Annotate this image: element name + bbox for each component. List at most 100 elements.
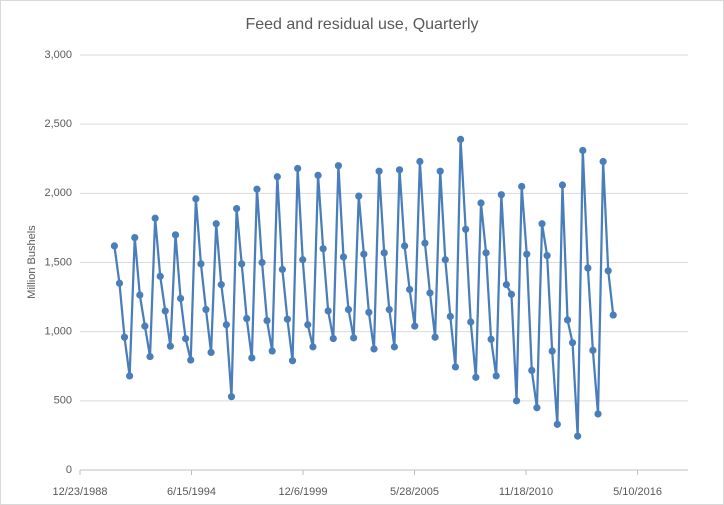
data-point [594, 410, 602, 418]
data-point [141, 322, 149, 330]
data-point [421, 239, 429, 247]
data-point [482, 249, 490, 257]
data-point [553, 420, 561, 428]
data-point [543, 251, 551, 260]
y-tick-label: 500 [54, 395, 72, 407]
data-point [278, 265, 286, 274]
chart-title: Feed and residual use, Quarterly [245, 16, 478, 33]
data-point [202, 305, 210, 314]
data-point [126, 372, 134, 380]
data-point [334, 162, 343, 170]
data-point [456, 135, 465, 143]
data-point [589, 346, 597, 354]
data-point [146, 352, 154, 361]
data-point [609, 311, 617, 319]
data-point [187, 356, 195, 364]
data-point [558, 181, 567, 189]
data-point [131, 234, 139, 242]
data-point [344, 305, 353, 314]
data-point [568, 339, 577, 347]
data-point [416, 157, 424, 166]
data-point [385, 305, 393, 314]
x-tick-label: 6/15/1994 [167, 486, 216, 498]
data-point [248, 354, 256, 362]
data-point [156, 272, 164, 280]
data-point [233, 204, 241, 213]
data-point [212, 220, 220, 228]
data-point [436, 167, 444, 175]
data-point [431, 333, 439, 341]
data-point [161, 307, 169, 315]
data-point [451, 363, 460, 371]
data-point [477, 199, 485, 207]
data-point [324, 307, 332, 315]
data-point [380, 249, 388, 257]
data-point [166, 342, 174, 350]
data-point [339, 253, 348, 261]
data-point [197, 260, 205, 268]
data-point [288, 357, 297, 365]
data-point [512, 397, 521, 405]
data-point [171, 231, 180, 239]
data-point [181, 334, 190, 343]
data-point [579, 146, 587, 155]
data-point [350, 334, 358, 342]
data-point [319, 245, 327, 253]
data-point [253, 185, 261, 193]
data-point [258, 258, 266, 267]
data-point [115, 279, 124, 287]
data-point [563, 316, 572, 324]
data-point [472, 373, 480, 381]
data-point [222, 321, 230, 329]
x-tick-label: 5/28/2005 [390, 486, 439, 498]
data-point [304, 321, 312, 329]
data-point [507, 290, 516, 298]
data-point [401, 242, 409, 250]
data-point [492, 372, 500, 380]
y-tick-label: 2,500 [44, 118, 72, 130]
x-tick-label: 5/10/2016 [613, 486, 662, 498]
y-tick-label: 0 [66, 464, 72, 476]
data-point [487, 335, 495, 343]
data-point [411, 322, 419, 330]
data-point [192, 195, 200, 203]
data-point [533, 404, 541, 412]
data-point [294, 164, 302, 173]
data-point [497, 191, 505, 199]
data-point [329, 334, 337, 343]
data-point [227, 393, 236, 401]
data-point [548, 347, 556, 355]
data-point [462, 225, 470, 233]
data-point [390, 343, 398, 351]
data-point [176, 294, 185, 303]
data-point [309, 343, 317, 351]
data-point [406, 285, 414, 294]
data-point [207, 348, 215, 357]
data-point [283, 315, 292, 323]
y-tick-label: 1,500 [44, 256, 72, 268]
data-point [502, 281, 511, 289]
data-point [151, 214, 159, 222]
data-point [136, 291, 144, 299]
data-point [523, 250, 531, 258]
data-point [375, 167, 383, 175]
x-tick-label: 12/23/1988 [52, 486, 107, 498]
y-tick-label: 1,000 [44, 326, 72, 338]
data-point [314, 171, 322, 179]
data-point [584, 264, 592, 272]
data-point [268, 347, 276, 355]
data-point [446, 312, 454, 321]
data-point [263, 317, 271, 325]
data-point [217, 281, 225, 289]
data-point [538, 220, 546, 228]
y-tick-label: 3,000 [44, 49, 72, 61]
data-point [299, 256, 307, 264]
y-axis-label: Million Bushels [26, 225, 38, 299]
data-point [441, 256, 449, 264]
data-point [604, 267, 612, 275]
data-point [238, 260, 246, 268]
data-point [528, 366, 536, 374]
data-point [365, 308, 373, 316]
data-point [243, 314, 251, 323]
